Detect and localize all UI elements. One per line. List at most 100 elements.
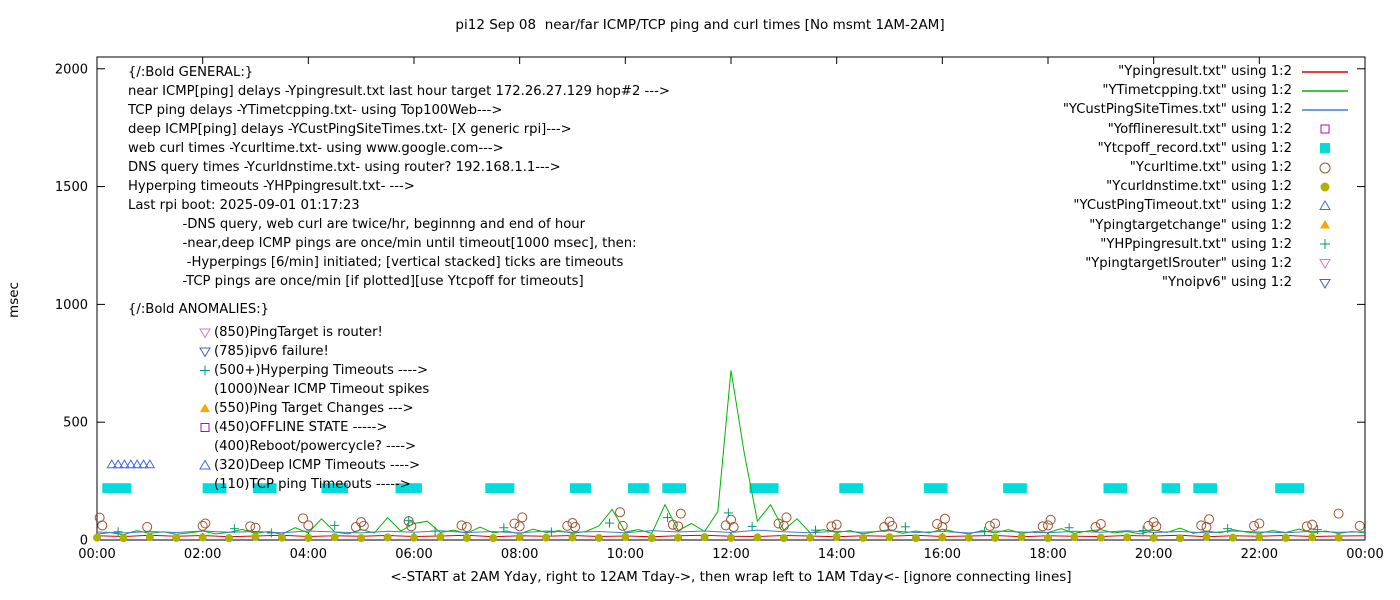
anomaly-text: (110)TCP ping Timeouts ----->	[214, 477, 411, 492]
anomaly-item: (400)Reboot/powercycle? ---->	[198, 437, 429, 456]
series-Ycurldnstime.txt	[93, 532, 1343, 543]
annotation-line: -near,deep ICMP pings are once/min until…	[128, 236, 637, 251]
legend-marker-icon	[1302, 109, 1348, 111]
legend-marker-icon	[1320, 143, 1330, 154]
legend-entry-YCustPingSiteTimes.txt: "YCustPingSiteTimes.txt" using 1:2	[1063, 100, 1350, 119]
x-axis-label: <-START at 2AM Yday, right to 12AM Tday-…	[390, 569, 1072, 585]
anomaly-item: (1000)Near ICMP Timeout spikes	[198, 380, 429, 399]
square-open-icon	[200, 423, 210, 432]
legend-marker-icon	[1319, 162, 1331, 174]
legend-entry-YCustPingTimeout.txt: "YCustPingTimeout.txt" using 1:2	[1063, 196, 1350, 215]
anomaly-item: (500+)Hyperping Timeouts ---->	[198, 361, 429, 380]
triangle-down-open-icon	[199, 347, 211, 358]
x-tick-label: 02:00	[184, 547, 221, 562]
triangle-up-filled-icon	[200, 403, 210, 412]
anomaly-item: (320)Deep ICMP Timeouts ---->	[198, 456, 429, 475]
x-tick-label: 00:00	[1346, 547, 1383, 562]
series-YCustPingSiteTimes.txt	[96, 529, 1366, 534]
x-tick-label: 06:00	[395, 547, 432, 562]
legend-label: "Ytcpoff_record.txt" using 1:2	[1097, 140, 1292, 156]
legend-entry-Yofflineresult.txt: "Yofflineresult.txt" using 1:2	[1063, 120, 1350, 139]
series-Ycurltime.txt	[94, 507, 1365, 533]
x-tick-label: 04:00	[290, 547, 327, 562]
y-tick-label: 2000	[55, 62, 88, 77]
legend-marker-icon	[1319, 259, 1331, 270]
annotation-line: DNS query times -Ycurldnstime.txt- using…	[128, 160, 561, 175]
chart-title: pi12 Sep 08 near/far ICMP/TCP ping and c…	[455, 17, 945, 33]
anomaly-text: (450)OFFLINE STATE ----->	[214, 420, 388, 435]
annotation-line: -Hyperpings [6/min] initiated; [vertical…	[128, 255, 624, 270]
legend-marker-icon	[1319, 199, 1331, 210]
triangle-down-open-icon	[199, 328, 211, 339]
series-YCustPingTimeout.txt	[106, 459, 156, 469]
legend-entry-YHPpingresult.txt: "YHPpingresult.txt" using 1:2	[1063, 235, 1350, 254]
anomaly-item: (110)TCP ping Timeouts ----->	[198, 475, 429, 494]
annotation-line: -DNS query, web curl are twice/hr, begin…	[128, 217, 586, 232]
legend-label: "YHPpingresult.txt" using 1:2	[1100, 236, 1292, 252]
annotation-line: near ICMP[ping] delays -Ypingresult.txt …	[128, 84, 670, 99]
anomaly-item: (550)Ping Target Changes --->	[198, 399, 429, 418]
anomaly-text: (785)ipv6 failure!	[214, 344, 329, 359]
series-Ytcpoff_record.txt	[102, 483, 1305, 494]
anomaly-text: (400)Reboot/powercycle? ---->	[214, 439, 417, 454]
legend-entry-Ycurldnstime.txt: "Ycurldnstime.txt" using 1:2	[1063, 177, 1350, 196]
legend-entry-Ypingresult.txt: "Ypingresult.txt" using 1:2	[1063, 62, 1350, 81]
chart-legend: "Ypingresult.txt" using 1:2 "YTimetcpping…	[1063, 62, 1350, 292]
anomaly-text: (1000)Near ICMP Timeout spikes	[214, 382, 430, 397]
legend-entry-YpingtargetISrouter: "YpingtargetISrouter" using 1:2	[1063, 254, 1350, 273]
anomaly-item: (450)OFFLINE STATE ----->	[198, 418, 429, 437]
x-tick-label: 12:00	[712, 547, 749, 562]
legend-label: "Ycurldnstime.txt" using 1:2	[1106, 179, 1292, 195]
legend-label: "Ypingresult.txt" using 1:2	[1118, 64, 1292, 80]
x-tick-label: 22:00	[1241, 547, 1278, 562]
legend-label: "Yofflineresult.txt" using 1:2	[1107, 121, 1292, 137]
annotation-line: Last rpi boot: 2025-09-01 01:17:23	[128, 198, 360, 213]
plus-icon	[200, 365, 210, 376]
annotation-line: web curl times -Ycurltime.txt- using www…	[128, 141, 504, 156]
legend-label: "YpingtargetISrouter" using 1:2	[1085, 255, 1292, 271]
anomaly-text: (850)PingTarget is router!	[214, 325, 383, 340]
x-tick-label: 00:00	[78, 547, 115, 562]
triangle-up-open-icon	[199, 459, 211, 470]
x-tick-label: 16:00	[924, 547, 961, 562]
x-tick-label: 10:00	[607, 547, 644, 562]
annotation-line: Hyperping timeouts -YHPpingresult.txt- -…	[128, 179, 415, 194]
annotation-anomalies-header: {/:Bold ANOMALIES:}	[128, 302, 270, 317]
annotation-anomalies-list: (850)PingTarget is router! (785)ipv6 fail…	[198, 323, 429, 494]
legend-marker-icon	[1320, 124, 1330, 134]
legend-marker-icon	[1320, 220, 1330, 229]
y-tick-label: 0	[80, 534, 88, 549]
annotation-general-block: {/:Bold GENERAL:} near ICMP[ping] delays …	[128, 63, 670, 291]
legend-marker-icon	[1302, 70, 1348, 73]
legend-marker-icon	[1302, 90, 1348, 92]
y-tick-label: 1000	[55, 298, 88, 313]
x-tick-label: 20:00	[1135, 547, 1172, 562]
anomaly-item: (850)PingTarget is router!	[198, 323, 429, 342]
legend-marker-icon	[1319, 278, 1331, 289]
series-YHPpingresult.txt	[113, 508, 1322, 538]
legend-label: "Ynoipv6" using 1:2	[1161, 275, 1292, 291]
legend-marker-icon	[1320, 239, 1330, 250]
legend-label: "YCustPingSiteTimes.txt" using 1:2	[1062, 102, 1292, 118]
x-tick-label: 08:00	[501, 547, 538, 562]
y-tick-label: 500	[63, 416, 88, 431]
annotation-general-header: {/:Bold GENERAL:}	[128, 65, 254, 80]
x-tick-label: 18:00	[1029, 547, 1066, 562]
legend-entry-Ypingtargetchange: "Ypingtargetchange" using 1:2	[1063, 216, 1350, 235]
legend-label: "YTimetcpping.txt" using 1:2	[1102, 83, 1292, 99]
legend-entry-Ycurltime.txt: "Ycurltime.txt" using 1:2	[1063, 158, 1350, 177]
y-tick-label: 1500	[55, 180, 88, 195]
legend-entry-Ytcpoff_record.txt: "Ytcpoff_record.txt" using 1:2	[1063, 139, 1350, 158]
legend-label: "Ypingtargetchange" using 1:2	[1089, 217, 1292, 233]
annotation-line: deep ICMP[ping] delays -YCustPingSiteTim…	[128, 122, 572, 137]
legend-marker-icon	[1320, 182, 1330, 192]
annotation-line: TCP ping delays -YTimetcpping.txt- using…	[128, 103, 503, 118]
anomaly-item: (785)ipv6 failure!	[198, 342, 429, 361]
anomaly-text: (320)Deep ICMP Timeouts ---->	[214, 458, 421, 473]
legend-entry-Ynoipv6: "Ynoipv6" using 1:2	[1063, 273, 1350, 292]
y-axis-label: msec	[6, 282, 22, 318]
anomaly-text: (500+)Hyperping Timeouts ---->	[214, 363, 429, 378]
